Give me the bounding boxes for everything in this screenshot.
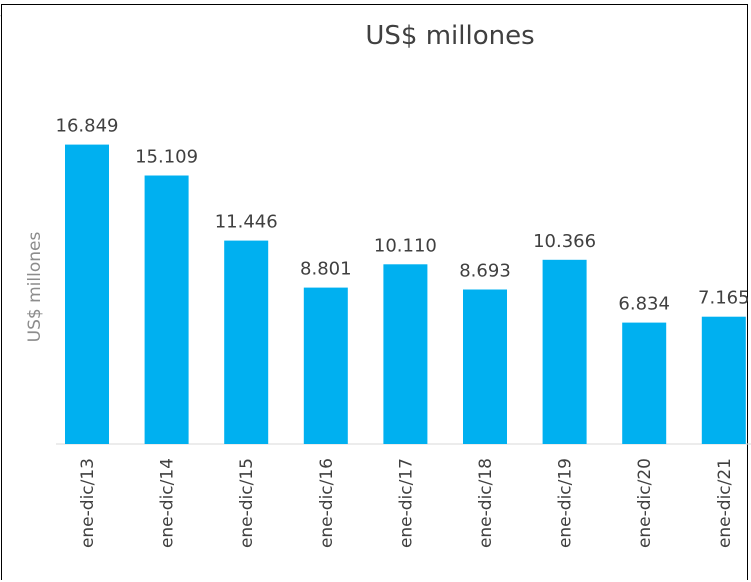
bar-ene-dic/15 — [224, 240, 269, 444]
data-label: 10.366 — [533, 231, 596, 252]
chart-frame — [1, 4, 748, 580]
x-tick-label: ene-dic/17 — [396, 458, 416, 548]
x-tick-label: ene-dic/16 — [317, 458, 337, 548]
x-tick-label: ene-dic/18 — [476, 458, 496, 548]
data-label: 8.801 — [300, 259, 352, 280]
x-tick-label: ene-dic/20 — [635, 458, 655, 548]
data-label: 11.446 — [215, 212, 278, 233]
data-label: 15.109 — [135, 147, 198, 168]
data-label: 10.110 — [374, 235, 437, 256]
bar-ene-dic/13 — [65, 144, 109, 444]
bar-ene-dic/14 — [144, 175, 189, 444]
bar-ene-dic/21 — [701, 316, 746, 444]
chart-title: US$ millones — [365, 21, 534, 51]
bar-ene-dic/17 — [383, 264, 428, 444]
x-tick-label: ene-dic/19 — [556, 458, 576, 548]
data-label: 16.849 — [56, 116, 119, 137]
x-tick-label: ene-dic/15 — [237, 458, 257, 548]
y-axis-label: US$ millones — [25, 232, 45, 343]
bar-ene-dic/19 — [542, 259, 587, 444]
bar-ene-dic/18 — [463, 289, 507, 444]
bar-ene-dic/20 — [622, 322, 667, 444]
data-label: 6.834 — [618, 294, 670, 315]
x-tick-label: ene-dic/14 — [158, 458, 178, 548]
data-label: 7.165 — [698, 288, 750, 309]
x-tick-label: ene-dic/13 — [78, 458, 98, 548]
data-label: 8.693 — [459, 261, 511, 282]
bar-ene-dic/16 — [303, 287, 348, 444]
x-tick-label: ene-dic/21 — [715, 458, 735, 548]
